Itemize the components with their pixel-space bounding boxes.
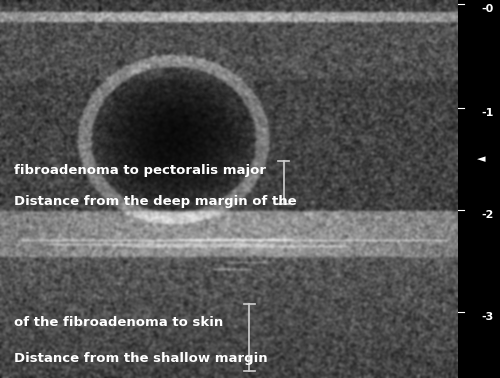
Text: Distance from the shallow margin: Distance from the shallow margin <box>14 352 268 364</box>
Text: fibroadenoma to pectoralis major: fibroadenoma to pectoralis major <box>14 164 266 177</box>
Text: -3: -3 <box>482 312 494 322</box>
Text: -0: -0 <box>482 4 494 14</box>
Text: of the fibroadenoma to skin: of the fibroadenoma to skin <box>14 316 223 328</box>
Text: -1: -1 <box>481 108 494 118</box>
Text: -2: -2 <box>481 210 494 220</box>
Text: ◄: ◄ <box>476 154 485 164</box>
Text: Distance from the deep margin of the: Distance from the deep margin of the <box>14 195 296 208</box>
